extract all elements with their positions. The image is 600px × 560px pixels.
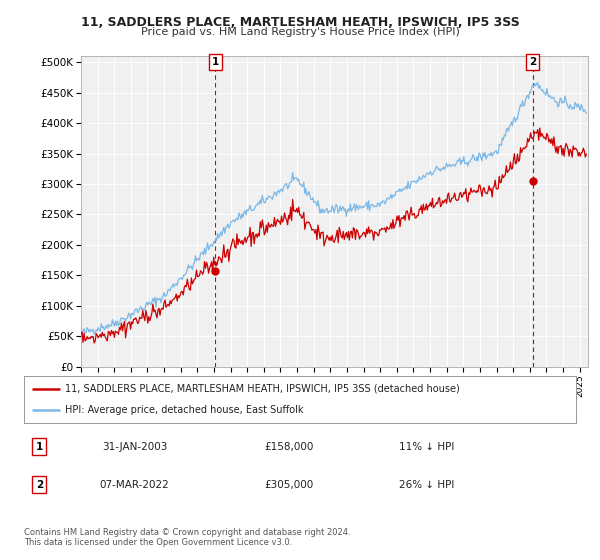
Text: £158,000: £158,000 xyxy=(264,442,314,451)
Text: 11, SADDLERS PLACE, MARTLESHAM HEATH, IPSWICH, IP5 3SS (detached house): 11, SADDLERS PLACE, MARTLESHAM HEATH, IP… xyxy=(65,384,460,394)
Text: HPI: Average price, detached house, East Suffolk: HPI: Average price, detached house, East… xyxy=(65,405,304,416)
Text: Price paid vs. HM Land Registry's House Price Index (HPI): Price paid vs. HM Land Registry's House … xyxy=(140,27,460,37)
Text: 26% ↓ HPI: 26% ↓ HPI xyxy=(399,480,455,490)
Text: 1: 1 xyxy=(36,442,43,451)
Text: 07-MAR-2022: 07-MAR-2022 xyxy=(100,480,169,490)
Text: 11, SADDLERS PLACE, MARTLESHAM HEATH, IPSWICH, IP5 3SS: 11, SADDLERS PLACE, MARTLESHAM HEATH, IP… xyxy=(80,16,520,29)
Text: 1: 1 xyxy=(212,57,219,67)
Text: 11% ↓ HPI: 11% ↓ HPI xyxy=(399,442,455,451)
Text: 2: 2 xyxy=(529,57,536,67)
Text: 31-JAN-2003: 31-JAN-2003 xyxy=(102,442,167,451)
Text: 2: 2 xyxy=(36,480,43,490)
Text: Contains HM Land Registry data © Crown copyright and database right 2024.
This d: Contains HM Land Registry data © Crown c… xyxy=(24,528,350,547)
Text: £305,000: £305,000 xyxy=(265,480,314,490)
